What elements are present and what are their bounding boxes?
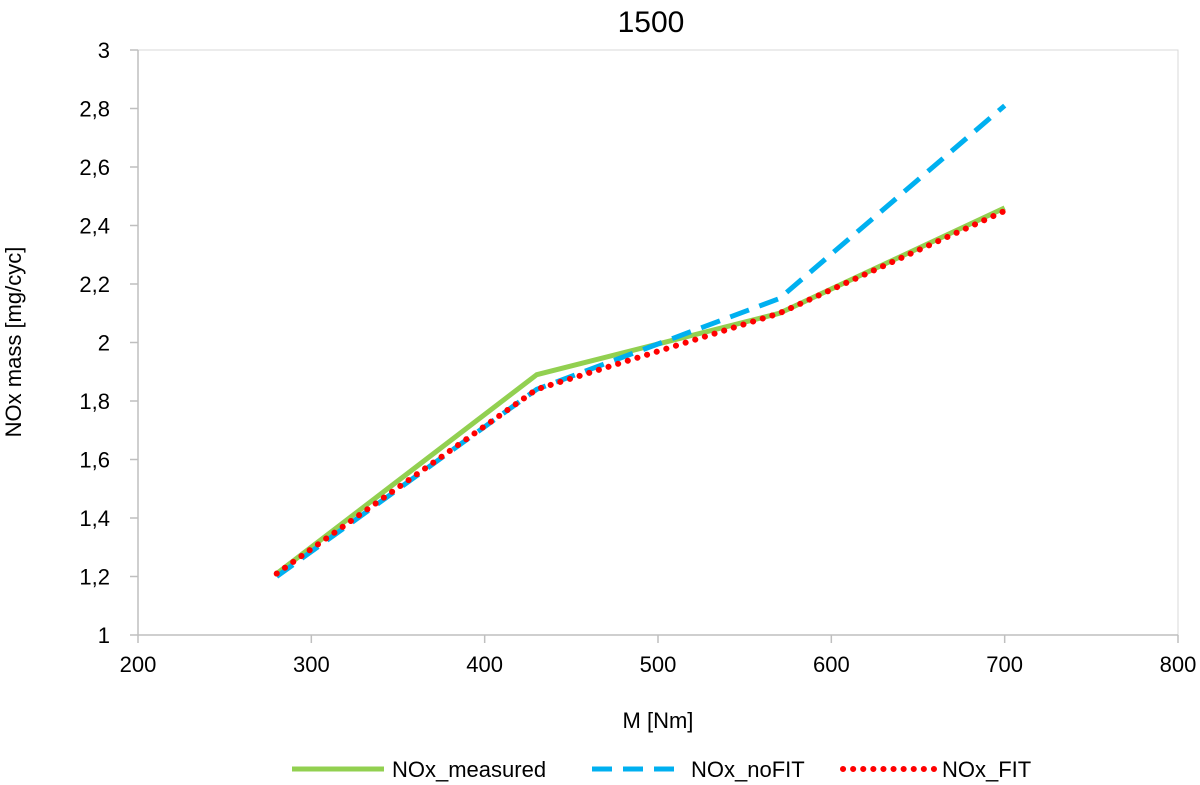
legend-label: NOx_FIT [942,757,1031,782]
y-tick-label: 2 [98,331,110,356]
x-tick-label: 700 [986,652,1023,677]
y-tick-label: 2,6 [79,155,110,180]
x-tick-label: 300 [293,652,330,677]
legend-label: NOx_noFIT [691,757,805,782]
x-tick-label: 200 [120,652,157,677]
x-axis-label: M [Nm] [623,708,694,733]
series-line-nox-nofit [275,103,1007,579]
x-tick-label: 600 [813,652,850,677]
series-layer [273,103,1008,579]
y-tick-label: 1,6 [79,448,110,473]
legend: NOx_measured NOx_noFIT NOx_FIT [292,757,1031,782]
y-tick-label: 1,2 [79,565,110,590]
y-tick-label: 2,4 [79,214,110,239]
legend-label: NOx_measured [392,757,546,782]
y-tick-label: 2,8 [79,97,110,122]
series-line-nox-fit [273,207,1008,577]
y-axis-label: NOx mass [mg/cyc] [1,247,26,438]
y-tick-label: 1,4 [79,506,110,531]
y-tick-label: 3 [98,38,110,63]
y-tick-label: 2,2 [79,272,110,297]
y-tick-label: 1 [98,623,110,648]
y-axis: 1 1,2 1,4 1,6 1,8 2 2,2 2,4 2,6 2,8 3 [79,38,139,648]
x-tick-label: 500 [640,652,677,677]
x-tick-label: 800 [1160,652,1197,677]
x-tick-label: 400 [466,652,503,677]
chart-title: 1500 [618,6,685,39]
x-axis: 200 300 400 500 600 700 800 [120,634,1197,677]
y-tick-label: 1,8 [79,389,110,414]
